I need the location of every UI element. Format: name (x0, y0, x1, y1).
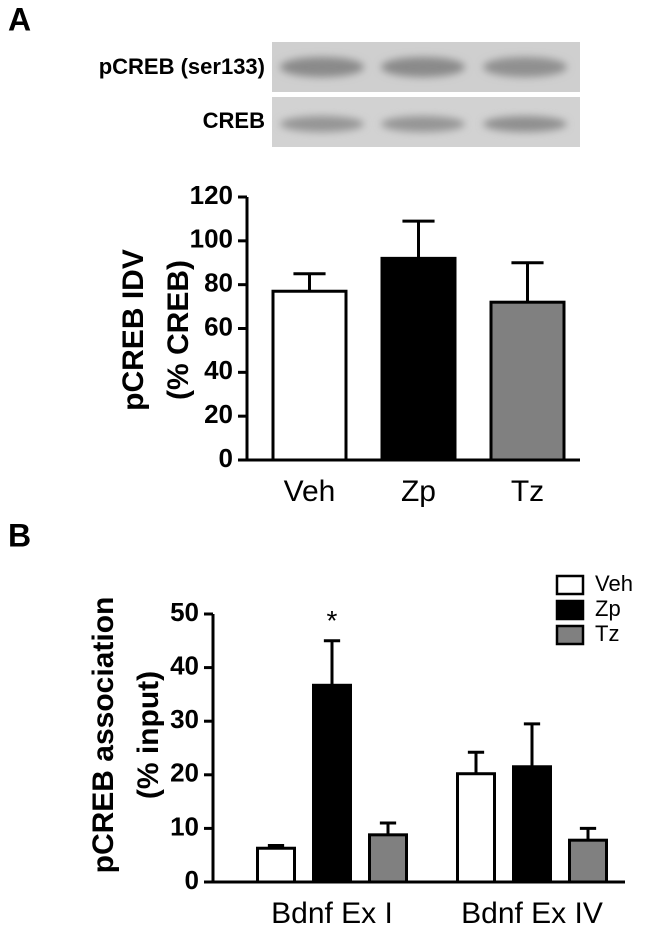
legend-label: Tz (595, 621, 619, 646)
legend-swatch (555, 574, 585, 596)
blot-label: pCREB (ser133) (99, 54, 265, 79)
x-tick-label: Bdnf Ex I (271, 897, 393, 930)
y-axis-label: pCREB IDV (117, 249, 150, 411)
blot-label: CREB (203, 108, 265, 133)
error-bar (579, 826, 597, 841)
blot-image (272, 97, 580, 147)
y-tick-label: 30 (170, 704, 199, 734)
y-axis-label: (% input) (132, 671, 165, 799)
bar (256, 846, 296, 884)
bar (568, 838, 608, 884)
y-tick-label: 40 (170, 650, 199, 680)
bar (456, 772, 496, 884)
y-tick-label: 100 (190, 224, 233, 254)
x-tick-label: Veh (284, 475, 336, 508)
y-tick-label: 120 (190, 180, 233, 210)
bar (368, 833, 408, 884)
y-tick-label: 20 (204, 399, 233, 429)
error-bar (402, 219, 435, 259)
error-bar (511, 261, 544, 303)
annotation: * (327, 605, 338, 636)
y-tick-label: 0 (219, 443, 233, 473)
blot-image (272, 42, 580, 92)
y-axis-label: (% CREB) (162, 260, 195, 400)
y-tick-label: 0 (185, 865, 199, 895)
y-tick-label: 60 (204, 311, 233, 341)
y-axis-label: pCREB association (87, 597, 120, 874)
bar (512, 765, 552, 884)
x-tick-label: Zp (401, 475, 436, 508)
bar (380, 256, 457, 462)
y-tick-label: 20 (170, 758, 199, 788)
panel-label: A (8, 1, 31, 37)
error-bar (379, 821, 397, 835)
error-bar (523, 722, 541, 767)
y-tick-label: 80 (204, 268, 233, 298)
error-bar (467, 750, 485, 774)
x-tick-label: Bdnf Ex IV (461, 897, 603, 930)
error-bar (323, 639, 341, 686)
legend-label: Zp (595, 596, 621, 621)
y-tick-label: 40 (204, 355, 233, 385)
x-tick-label: Tz (511, 475, 544, 508)
legend-swatch (555, 599, 585, 621)
legend-label: Veh (595, 571, 633, 596)
bar (271, 289, 348, 462)
bar (312, 683, 352, 884)
error-bar (293, 272, 326, 292)
y-tick-label: 50 (170, 597, 199, 627)
legend-swatch (555, 624, 585, 646)
panel-label: B (8, 517, 31, 553)
y-tick-label: 10 (170, 811, 199, 841)
bar (489, 300, 566, 462)
